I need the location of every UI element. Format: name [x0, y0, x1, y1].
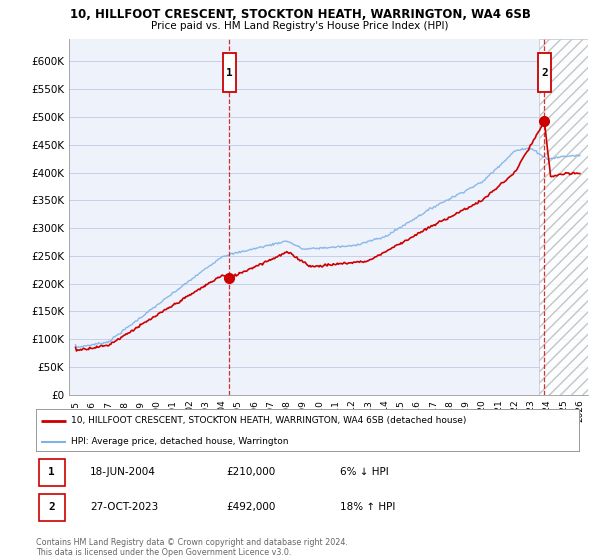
Text: Contains HM Land Registry data © Crown copyright and database right 2024.
This d: Contains HM Land Registry data © Crown c… — [36, 538, 348, 557]
Text: 10, HILLFOOT CRESCENT, STOCKTON HEATH, WARRINGTON, WA4 6SB (detached house): 10, HILLFOOT CRESCENT, STOCKTON HEATH, W… — [71, 416, 467, 425]
Text: 18% ↑ HPI: 18% ↑ HPI — [340, 502, 395, 512]
Text: 18-JUN-2004: 18-JUN-2004 — [91, 467, 156, 477]
FancyBboxPatch shape — [223, 53, 236, 92]
Text: 27-OCT-2023: 27-OCT-2023 — [91, 502, 158, 512]
Text: 10, HILLFOOT CRESCENT, STOCKTON HEATH, WARRINGTON, WA4 6SB: 10, HILLFOOT CRESCENT, STOCKTON HEATH, W… — [70, 8, 530, 21]
Bar — [539, 39, 588, 395]
FancyBboxPatch shape — [538, 53, 551, 92]
Text: £492,000: £492,000 — [226, 502, 275, 512]
Text: £210,000: £210,000 — [226, 467, 275, 477]
Text: 1: 1 — [226, 68, 233, 77]
Text: HPI: Average price, detached house, Warrington: HPI: Average price, detached house, Warr… — [71, 437, 289, 446]
Text: Price paid vs. HM Land Registry's House Price Index (HPI): Price paid vs. HM Land Registry's House … — [151, 21, 449, 31]
Text: 1: 1 — [49, 467, 55, 477]
Text: 2: 2 — [49, 502, 55, 512]
FancyBboxPatch shape — [39, 494, 65, 521]
FancyBboxPatch shape — [39, 459, 65, 486]
Text: 6% ↓ HPI: 6% ↓ HPI — [340, 467, 389, 477]
Text: 2: 2 — [541, 68, 548, 77]
